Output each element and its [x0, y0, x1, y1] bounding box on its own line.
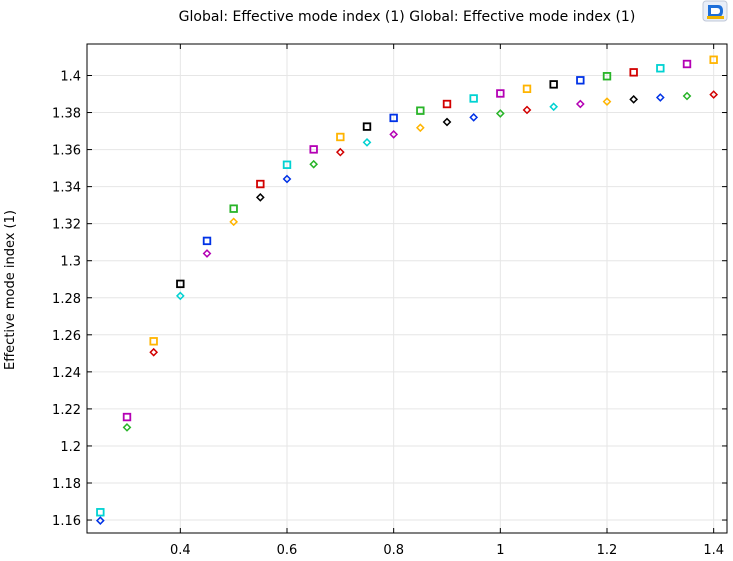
x-tick-label: 1.4 — [703, 543, 724, 558]
diamond-marker — [362, 137, 372, 147]
data-markers — [95, 55, 719, 525]
square-marker — [149, 337, 158, 346]
square-marker — [362, 122, 372, 131]
square-marker — [202, 236, 212, 246]
square-marker — [416, 106, 425, 115]
y-tick-label: 1.16 — [52, 514, 81, 529]
square-marker — [682, 59, 692, 69]
square-marker — [656, 64, 665, 73]
square-marker — [629, 68, 638, 77]
y-tick-labels: 1.16 1.18 1.2 1.22 1.24 1.26 1.28 1.3 1.32 1.34 1.… — [52, 69, 81, 529]
y-tick-label: 1.4 — [60, 69, 81, 84]
diamond-marker — [575, 99, 585, 109]
y-tick-label: 1.36 — [52, 144, 81, 159]
square-marker — [176, 279, 185, 289]
y-tick-label: 1.38 — [52, 107, 81, 122]
square-marker — [496, 89, 505, 98]
y-tick-label: 1.32 — [52, 218, 81, 233]
diamond-marker — [229, 217, 239, 227]
diamond-marker — [655, 93, 665, 102]
diamond-marker — [309, 159, 319, 169]
square-marker — [469, 94, 478, 103]
square-marker — [442, 99, 452, 109]
diamond-marker — [442, 117, 452, 127]
square-marker — [336, 132, 345, 142]
diamond-marker — [602, 97, 612, 106]
diamond-marker — [202, 249, 212, 258]
x-tick-label: 1.2 — [597, 543, 618, 558]
diamond-marker — [122, 423, 132, 432]
square-marker — [709, 55, 718, 64]
diamond-marker — [549, 102, 559, 112]
x-tick-labels: 0.4 0.6 0.8 1 1.2 1.4 — [170, 543, 724, 558]
y-tick-label: 1.24 — [52, 366, 81, 381]
square-marker — [229, 204, 238, 213]
square-marker — [122, 412, 132, 422]
x-tick-label: 0.6 — [277, 543, 298, 558]
diamond-marker — [415, 123, 425, 133]
square-marker — [576, 76, 585, 85]
y-tick-label: 1.18 — [52, 477, 81, 492]
diamond-marker — [469, 112, 479, 122]
diamond-marker — [682, 91, 692, 101]
x-tick-label: 1 — [496, 543, 504, 558]
diamond-marker — [522, 105, 532, 115]
square-marker — [549, 80, 558, 89]
diamond-marker — [282, 174, 292, 184]
diamond-marker — [629, 95, 639, 104]
square-marker — [96, 508, 105, 517]
diamond-marker — [149, 347, 159, 357]
diamond-marker — [95, 516, 105, 525]
square-marker — [282, 160, 292, 169]
diamond-marker — [175, 291, 185, 301]
y-tick-label: 1.26 — [52, 329, 81, 344]
diamond-marker — [335, 147, 345, 157]
y-axis-label: Effective mode index (1) — [3, 210, 18, 370]
x-tick-label: 0.8 — [383, 543, 404, 558]
chart-title: Global: Effective mode index (1) Global:… — [179, 9, 636, 25]
diamond-marker — [255, 193, 265, 202]
diamond-marker — [495, 109, 505, 118]
y-tick-label: 1.34 — [52, 181, 81, 196]
y-tick-label: 1.2 — [60, 440, 81, 455]
y-tick-label: 1.28 — [52, 292, 81, 307]
square-marker — [309, 145, 318, 154]
y-tick-label: 1.3 — [60, 255, 81, 270]
plot-frame — [86, 43, 728, 534]
diamond-marker — [389, 130, 399, 139]
y-tick-label: 1.22 — [52, 403, 81, 418]
tick-marks — [87, 44, 727, 533]
square-marker — [522, 84, 532, 94]
diamond-marker — [709, 90, 719, 99]
square-marker — [602, 72, 612, 81]
square-marker — [389, 113, 398, 123]
comsol-logo-icon[interactable] — [702, 0, 728, 22]
grid — [87, 44, 727, 533]
x-tick-label: 0.4 — [170, 543, 191, 558]
square-marker — [256, 179, 265, 189]
